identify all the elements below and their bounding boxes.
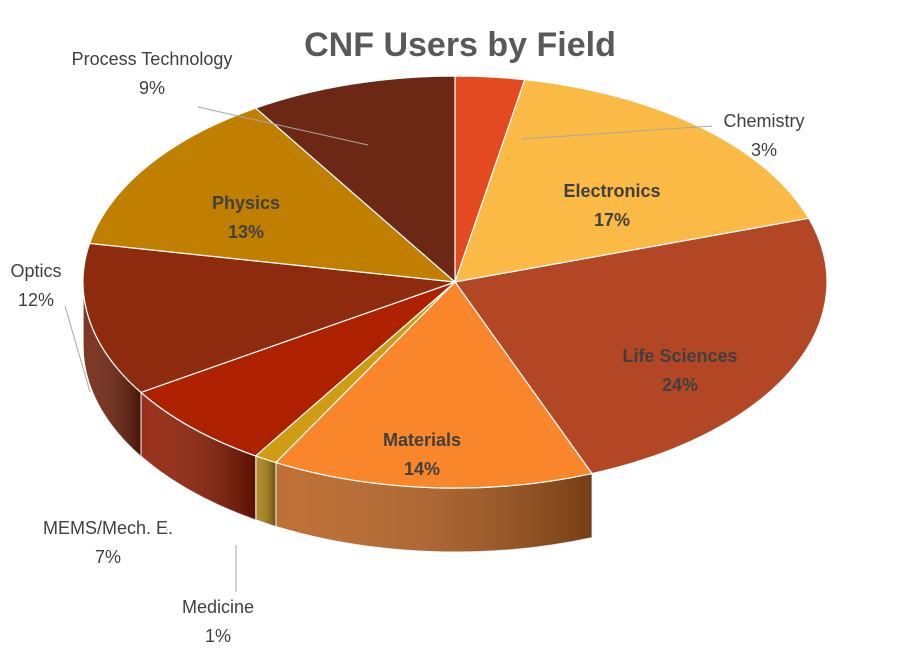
slice-label-optics: Optics 12% — [10, 261, 61, 310]
slice-name-life-sciences: Life Sciences — [622, 346, 737, 366]
slice-label-mems-mech-e: MEMS/Mech. E. 7% — [43, 518, 173, 567]
slice-percent-life-sciences: 24% — [662, 375, 698, 395]
pie-sides — [82, 281, 593, 553]
pie-slice-electronics — [454, 79, 810, 283]
pie-slice-life-sciences — [453, 217, 828, 475]
leader-lines — [64, 106, 713, 592]
slice-name-electronics: Electronics — [563, 181, 660, 201]
pie-slice-process-technology — [254, 75, 456, 284]
pie-side-shade-materials — [275, 462, 592, 552]
chart-title: CNF Users by Field — [304, 26, 616, 64]
pie-slice-optics — [82, 242, 456, 394]
slice-percent-process-technology: 9% — [139, 78, 165, 98]
slice-name-optics: Optics — [10, 261, 61, 281]
slice-percent-materials: 14% — [404, 459, 440, 479]
slice-name-mems-mech-e: MEMS/Mech. E. — [43, 518, 173, 538]
slice-percent-medicine: 1% — [205, 626, 231, 646]
slice-label-materials: Materials 14% — [383, 430, 461, 479]
slice-label-electronics: Electronics 17% — [563, 181, 660, 230]
slice-name-materials: Materials — [383, 430, 461, 450]
pie-tops — [82, 75, 828, 489]
slice-label-physics: Physics 13% — [212, 193, 280, 242]
slice-name-physics: Physics — [212, 193, 280, 213]
slice-name-process-technology: Process Technology — [72, 49, 233, 69]
slice-percent-mems-mech-e: 7% — [95, 547, 121, 567]
pie-side-shade-optics — [83, 282, 141, 457]
slice-label-life-sciences: Life Sciences 24% — [622, 346, 737, 395]
slice-label-process-technology: Process Technology 9% — [72, 49, 233, 98]
pie-side-shade-mems-mech-e — [140, 392, 256, 520]
slice-percent-physics: 13% — [228, 222, 264, 242]
leader-line-chemistry — [521, 125, 713, 140]
pie-slice-materials — [274, 281, 593, 489]
slice-percent-electronics: 17% — [594, 210, 630, 230]
slice-name-chemistry: Chemistry — [723, 111, 804, 131]
slice-labels: Chemistry 3% Electronics 17% Life Sciences 24… — [10, 49, 804, 646]
slice-percent-chemistry: 3% — [751, 140, 777, 160]
slice-label-chemistry: Chemistry 3% — [723, 111, 804, 160]
slice-label-medicine: Medicine 1% — [182, 597, 254, 646]
slice-name-medicine: Medicine — [182, 597, 254, 617]
pie-slice-physics — [88, 107, 457, 283]
pie-slice-mems-mech-e — [139, 281, 456, 457]
leader-line-optics — [64, 305, 91, 393]
leader-line-process-technology — [197, 106, 369, 146]
pie-side-shade-medicine — [255, 455, 276, 527]
slice-percent-optics: 12% — [18, 290, 54, 310]
